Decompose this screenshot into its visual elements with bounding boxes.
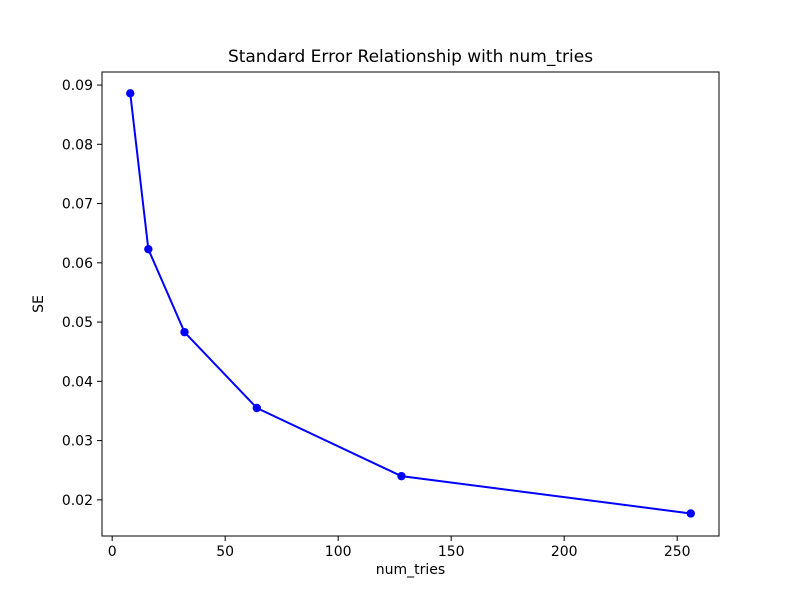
y-axis-ticks: 0.02 0.03 0.04 0.05 0.06 0.07 0.08 0.09 [62, 78, 102, 509]
y-tick-label: 0.06 [62, 256, 93, 272]
x-tick-label: 50 [216, 544, 234, 560]
plot-border [101, 71, 720, 537]
y-tick-label: 0.07 [62, 197, 93, 213]
chart-title: Standard Error Relationship with num_tri… [228, 47, 593, 67]
y-tick-label: 0.08 [62, 137, 93, 153]
y-axis-label: SE [31, 295, 47, 313]
data-point [686, 509, 695, 518]
x-axis-label: num_tries [376, 562, 445, 578]
plot-area [102, 72, 719, 536]
y-tick-label: 0.02 [62, 493, 93, 509]
x-tick-label: 100 [325, 544, 352, 560]
x-axis-ticks: 0 50 100 150 200 250 [108, 536, 691, 560]
data-point [252, 403, 262, 413]
series-line [129, 92, 692, 515]
data-point [144, 244, 153, 254]
data-series [126, 89, 695, 518]
x-tick-label: 200 [551, 544, 578, 560]
y-tick-label: 0.05 [62, 315, 93, 331]
y-tick-label: 0.04 [62, 374, 93, 390]
data-point [126, 89, 135, 98]
x-tick-label: 250 [664, 544, 691, 560]
x-tick-label: 150 [438, 544, 465, 560]
data-point [397, 471, 406, 481]
data-point [180, 327, 189, 337]
y-tick-label: 0.09 [62, 78, 93, 94]
x-tick-label: 0 [108, 544, 117, 560]
y-tick-label: 0.03 [62, 434, 93, 450]
